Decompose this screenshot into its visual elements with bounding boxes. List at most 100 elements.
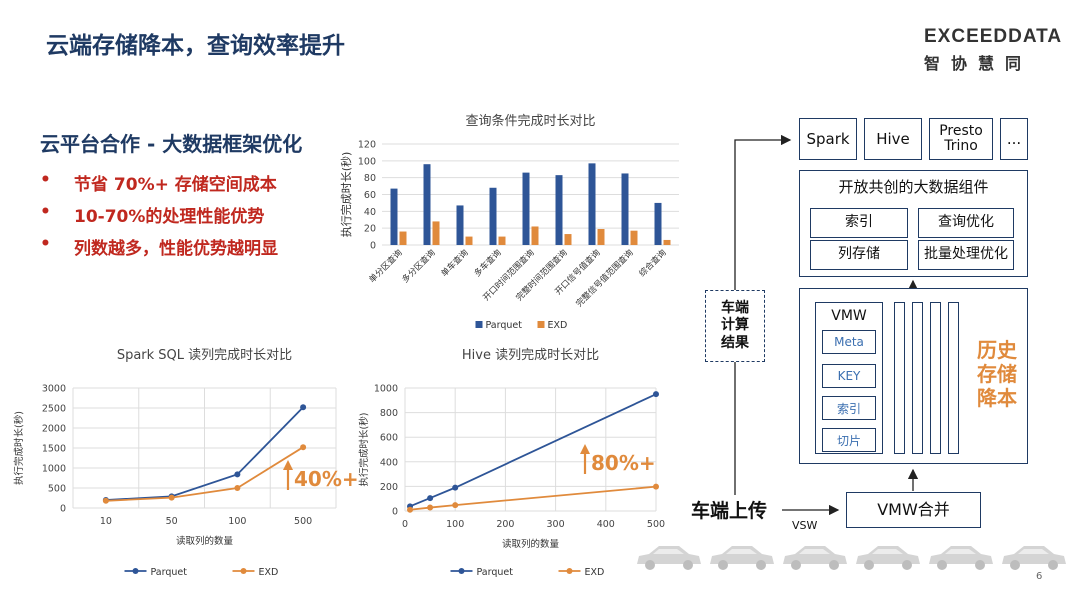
car-window [653, 549, 684, 554]
vmw-item-key: KEY [822, 364, 876, 388]
vmw-item-slice: 切片 [822, 428, 876, 452]
data-point-exd [427, 504, 434, 511]
bar-parquet [423, 164, 431, 245]
car-icon [929, 546, 993, 570]
legend-label: EXD [548, 320, 568, 331]
x-tick-label: 300 [547, 519, 565, 530]
legend-swatch [475, 321, 483, 328]
car-window [945, 549, 976, 554]
car-wheel [975, 560, 985, 570]
engine-hive: Hive [864, 118, 922, 160]
series-line-exd [105, 446, 304, 502]
y-axis-label: 执行完成时长(秒) [339, 152, 353, 238]
x-axis-label: 读取列的数量 [502, 538, 560, 550]
bar-exd [432, 221, 440, 245]
x-tick-label: 100 [446, 519, 464, 530]
car-icon [856, 546, 920, 570]
bullet-item: • 10-70%的处理性能优势 [40, 202, 278, 234]
legend-label: Parquet [477, 567, 514, 578]
y-tick-label: 400 [380, 457, 398, 468]
car-icon [637, 546, 701, 570]
bullet-dot: • [40, 234, 51, 254]
y-tick-label: 0 [370, 241, 376, 252]
query-bar-chart: 查询条件完成时长对比020406080100120执行完成时长(秒)单分区查询多… [339, 113, 679, 331]
car-wheel [718, 560, 728, 570]
annotation-arrow-head [283, 460, 293, 470]
car-wheel [756, 560, 766, 570]
company-logo: EXCEEDDATA 智协慧同 [924, 26, 1061, 74]
y-tick-label: 0 [60, 504, 66, 515]
y-tick-label: 2000 [42, 424, 66, 435]
bullet-list: • 节省 70%+ 存储空间成本 • 10-70%的处理性能优势 • 列数越多，性能优… [40, 170, 278, 266]
car-window [799, 549, 830, 554]
annotation-arrow-head [580, 444, 590, 454]
x-tick-label: 500 [647, 519, 665, 530]
y-tick-label: 60 [364, 190, 376, 201]
y-tick-label: 1000 [374, 384, 398, 395]
car-silhouettes [637, 546, 1066, 570]
bullet-item: • 列数越多，性能优势越明显 [40, 234, 278, 266]
upload-arrow-line [734, 134, 792, 495]
bar-parquet [555, 175, 563, 245]
vmw-merge-box: VMW合并 [846, 492, 981, 528]
car-icon [1002, 546, 1066, 570]
vmw-column-3 [930, 302, 941, 454]
car-body [929, 546, 993, 564]
y-tick-label: 1500 [42, 444, 66, 455]
chart-title: 查询条件完成时长对比 [465, 113, 595, 129]
y-tick-label: 2500 [42, 404, 66, 415]
bar-parquet [621, 173, 629, 245]
car-wheel [791, 560, 801, 570]
annotation-label: 80%+ [591, 451, 656, 475]
vmw-column-1 [894, 302, 905, 454]
car-wheel [864, 560, 874, 570]
component-query-optimization: 查询优化 [918, 208, 1014, 238]
car-wheel [902, 560, 912, 570]
legend-label: Parquet [151, 567, 188, 578]
bar-exd [498, 236, 506, 245]
car-icon [710, 546, 774, 570]
slide-title: 云端存储降本，查询效率提升 [46, 33, 345, 59]
data-point-parquet [653, 391, 659, 398]
car-wheel [1010, 560, 1020, 570]
x-tick-label: 400 [597, 519, 615, 530]
legend-marker [458, 568, 465, 574]
x-tick-label: 500 [294, 516, 312, 527]
data-point-exd [300, 444, 307, 451]
car-window [726, 549, 757, 554]
car-body [856, 546, 920, 564]
x-tick-label: 200 [496, 519, 514, 530]
logo-cn: 智协慧同 [924, 54, 1033, 73]
vsw-label: VSW [792, 519, 818, 532]
car-wheel [829, 560, 839, 570]
chart-title: Spark SQL 读列完成时长对比 [117, 348, 292, 363]
car-wheel [937, 560, 947, 570]
data-point-parquet [452, 484, 459, 491]
y-tick-label: 0 [392, 507, 398, 518]
bullet-text: 列数越多，性能优势越明显 [74, 239, 278, 259]
vmw-item-index: 索引 [822, 396, 876, 420]
page-number: 6 [1036, 571, 1043, 582]
spark-line-chart: Spark SQL 读列完成时长对比 0 500 1000 1500 2000 2500 30… [13, 348, 359, 578]
component-column-storage: 列存储 [810, 240, 908, 270]
y-axis-label: 执行完成时长(秒) [358, 413, 370, 487]
bar-exd [564, 234, 572, 245]
bar-parquet [456, 205, 464, 245]
data-point-exd [168, 494, 175, 501]
component-batch-optimization: 批量处理优化 [918, 240, 1014, 270]
car-window [1018, 549, 1049, 554]
x-tick-label: 100 [228, 516, 246, 527]
y-tick-label: 40 [364, 207, 376, 218]
bar-parquet [522, 172, 530, 245]
data-point-exd [234, 485, 241, 491]
engine-spark: Spark [799, 118, 857, 160]
y-axis-label: 执行完成时长(秒) [13, 411, 25, 485]
y-tick-label: 20 [364, 224, 376, 235]
bar-exd [531, 226, 539, 245]
bullet-text: 节省 70%+ 存储空间成本 [74, 175, 277, 195]
bar-parquet [588, 163, 596, 245]
bar-parquet [654, 202, 662, 245]
y-tick-label: 100 [358, 156, 376, 167]
legend-marker [240, 568, 247, 574]
bar-exd [399, 231, 407, 245]
